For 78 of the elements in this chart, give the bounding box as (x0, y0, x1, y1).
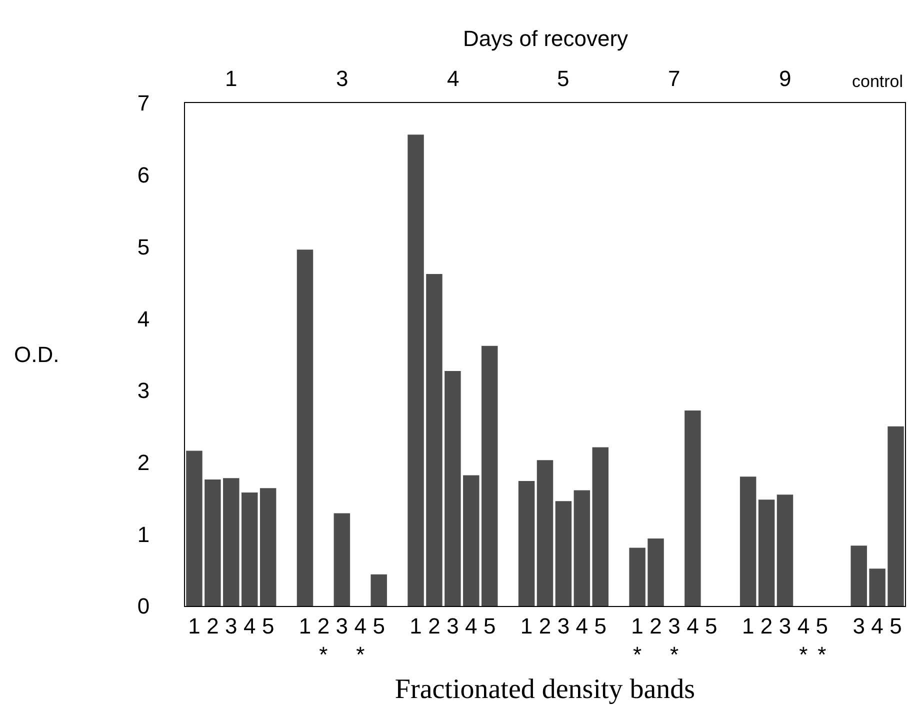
x-tick-label: 5 (594, 613, 607, 638)
y-tick-label: 6 (137, 162, 150, 188)
x-tick-label: 3 (778, 613, 792, 638)
bar (592, 447, 609, 606)
x-tick-label: 5 (262, 613, 274, 638)
x-tick-label: 5 (372, 613, 385, 638)
x-tick-label: 3 (336, 613, 348, 638)
text: 9 (779, 66, 792, 91)
x-tick-label: 5 (483, 613, 496, 638)
x-tick-label: 4 * (797, 613, 810, 667)
bar (370, 574, 387, 606)
bar (740, 476, 756, 606)
y-tick-label: 2 (137, 450, 150, 475)
bar (518, 480, 535, 606)
x-tick-label: 2 (760, 613, 773, 638)
bar (260, 488, 276, 606)
bar (888, 426, 904, 606)
text: 1 (225, 66, 238, 91)
bar (684, 410, 701, 606)
text: 3 (336, 66, 348, 91)
x-tick-label: 1 (520, 613, 533, 638)
x-tick-label: 3 (557, 613, 570, 638)
bar (334, 513, 350, 606)
bar (186, 450, 202, 606)
text: 5 (557, 66, 570, 91)
y-tick-label: 4 (137, 306, 150, 332)
x-tick-label: 2 (206, 613, 219, 638)
bar (204, 480, 221, 606)
x-tick-label: 2 (650, 613, 662, 638)
x-tick-label: 4 (465, 613, 478, 638)
x-tick-label: 3 (852, 613, 865, 638)
bar (758, 500, 775, 606)
bar (555, 501, 572, 606)
bar (223, 478, 240, 606)
x-tick-label: 1 (742, 613, 754, 638)
bar (776, 494, 794, 606)
bar (426, 274, 442, 606)
x-tick-label: 3 * (668, 613, 680, 667)
y-tick-label: 7 (137, 90, 150, 116)
x-tick-label: 4 (576, 613, 588, 638)
bar (574, 490, 590, 606)
y-tick-label: 1 (137, 522, 150, 547)
bar (408, 134, 424, 606)
x-tick-label: 2 (428, 613, 440, 638)
x-tick-label: 3 (446, 613, 459, 638)
text: 4 (447, 66, 460, 91)
y-tick-label: 5 (137, 234, 150, 260)
x-tick-label: 1 (188, 613, 200, 638)
bar (296, 250, 314, 606)
bar (444, 371, 461, 606)
bar (481, 346, 498, 606)
bar (536, 460, 554, 606)
bar (241, 492, 258, 606)
x-tick-label: 4 * (354, 613, 367, 667)
bar (869, 568, 886, 606)
x-tick-label: 1 (410, 613, 422, 638)
x-tick-label: 4 (871, 613, 884, 638)
x-tick-label: 4 (243, 613, 256, 638)
x-tick-label: 2 * (317, 613, 330, 667)
bar (648, 538, 664, 606)
text: control (852, 72, 904, 91)
bar (850, 546, 867, 606)
x-tick-label: 1 * (631, 613, 644, 667)
x-tick-label: 1 (298, 613, 312, 638)
x-tick-label: 5 (890, 613, 902, 638)
text: 7 (668, 66, 680, 91)
y-axis-title: O.D. (14, 342, 60, 367)
x-axis-title: Fractionated density bands (394, 674, 696, 706)
bar (463, 475, 480, 606)
x-tick-label: 5 * (816, 613, 828, 667)
x-tick-label: 3 (225, 613, 238, 638)
x2-axis-title: Days of recovery (463, 26, 628, 51)
x-tick-label: 5 (705, 613, 718, 638)
y-tick-label: 3 (137, 378, 150, 404)
y-tick-label: 0 (137, 594, 150, 619)
bar (629, 548, 646, 606)
x-tick-label: 4 (686, 613, 699, 638)
x-tick-label: 2 (538, 613, 552, 638)
